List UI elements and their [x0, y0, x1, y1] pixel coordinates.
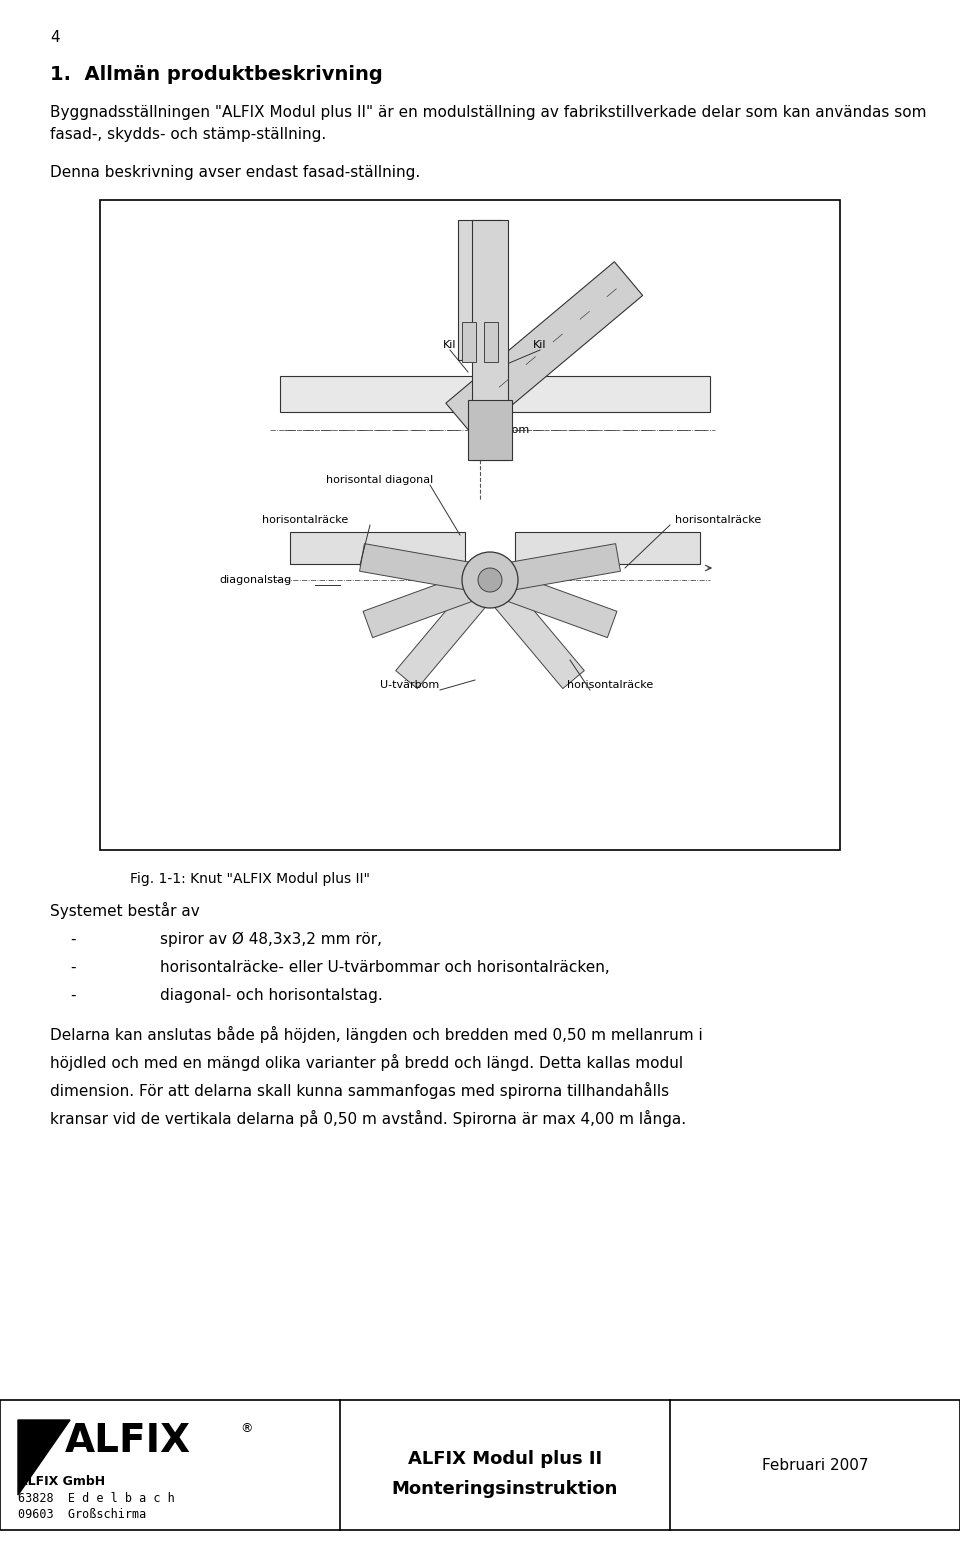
Bar: [515, 531, 700, 564]
Text: 4: 4: [50, 30, 60, 45]
Bar: [0, 1400, 960, 1531]
Text: horisontal diagonal: horisontal diagonal: [326, 476, 434, 485]
Text: Denna beskrivning avser endast fasad-ställning.: Denna beskrivning avser endast fasad-stä…: [50, 165, 420, 180]
Text: Kil: Kil: [444, 340, 457, 350]
Bar: [462, 322, 476, 362]
Polygon shape: [479, 570, 585, 688]
Polygon shape: [396, 570, 501, 688]
Text: Systemet består av: Systemet består av: [50, 901, 200, 918]
Text: -: -: [70, 960, 76, 974]
Text: Kil: Kil: [533, 340, 547, 350]
Bar: [290, 531, 465, 564]
Text: 09603  Großschirma: 09603 Großschirma: [18, 1507, 146, 1521]
Bar: [472, 221, 508, 460]
Polygon shape: [445, 261, 642, 437]
Text: -: -: [70, 988, 76, 1002]
Text: dimension. För att delarna skall kunna sammanfogas med spirorna tillhandahålls: dimension. För att delarna skall kunna s…: [50, 1082, 669, 1099]
Text: ALFIX: ALFIX: [65, 1422, 191, 1461]
Text: Monteringsinstruktion: Monteringsinstruktion: [392, 1479, 618, 1498]
Text: ALFIX Modul plus II: ALFIX Modul plus II: [408, 1450, 602, 1469]
Text: diagonal- och horisontalstag.: diagonal- och horisontalstag.: [160, 988, 383, 1002]
Circle shape: [478, 569, 502, 592]
Bar: [100, 200, 840, 850]
Text: Fig. 1-1: Knut "ALFIX Modul plus II": Fig. 1-1: Knut "ALFIX Modul plus II": [130, 872, 370, 886]
Polygon shape: [363, 567, 494, 637]
Text: Delarna kan anslutas både på höjden, längden och bredden med 0,50 m mellanrum i: Delarna kan anslutas både på höjden, län…: [50, 1026, 703, 1043]
Bar: [458, 221, 502, 361]
Text: diagonalstag: diagonalstag: [219, 575, 291, 584]
Polygon shape: [488, 544, 620, 594]
Text: U-tvärbom: U-tvärbom: [470, 424, 530, 435]
Text: 1.  Allmän produktbeskrivning: 1. Allmän produktbeskrivning: [50, 65, 383, 84]
Bar: [484, 322, 498, 362]
Polygon shape: [18, 1420, 70, 1495]
Text: horisontalräcke: horisontalräcke: [566, 681, 653, 690]
Text: horisontalräcke: horisontalräcke: [262, 514, 348, 525]
Text: 63828  E d e l b a c h: 63828 E d e l b a c h: [18, 1492, 175, 1504]
Text: Byggnadsställningen "ALFIX Modul plus II" är en modulställning av fabrikstillver: Byggnadsställningen "ALFIX Modul plus II…: [50, 106, 926, 141]
Text: kransar vid de vertikala delarna på 0,50 m avstånd. Spirorna är max 4,00 m långa: kransar vid de vertikala delarna på 0,50…: [50, 1110, 686, 1127]
Polygon shape: [485, 567, 617, 637]
Text: U-tvärbom: U-tvärbom: [380, 681, 440, 690]
Text: horisontalräcke: horisontalräcke: [675, 514, 761, 525]
Text: ®: ®: [240, 1422, 252, 1434]
Bar: [280, 376, 480, 412]
Polygon shape: [360, 544, 492, 594]
Text: -: -: [70, 932, 76, 946]
Text: ALFIX GmbH: ALFIX GmbH: [18, 1475, 106, 1489]
Text: horisontalräcke- eller U-tvärbommar och horisontalräcken,: horisontalräcke- eller U-tvärbommar och …: [160, 960, 610, 974]
Text: Februari 2007: Februari 2007: [761, 1458, 868, 1473]
Text: höjdled och med en mängd olika varianter på bredd och längd. Detta kallas modul: höjdled och med en mängd olika varianter…: [50, 1054, 684, 1071]
Circle shape: [462, 552, 518, 608]
Bar: [510, 376, 710, 412]
Bar: [468, 399, 512, 460]
Text: spiror av Ø 48,3x3,2 mm rör,: spiror av Ø 48,3x3,2 mm rör,: [160, 932, 382, 948]
